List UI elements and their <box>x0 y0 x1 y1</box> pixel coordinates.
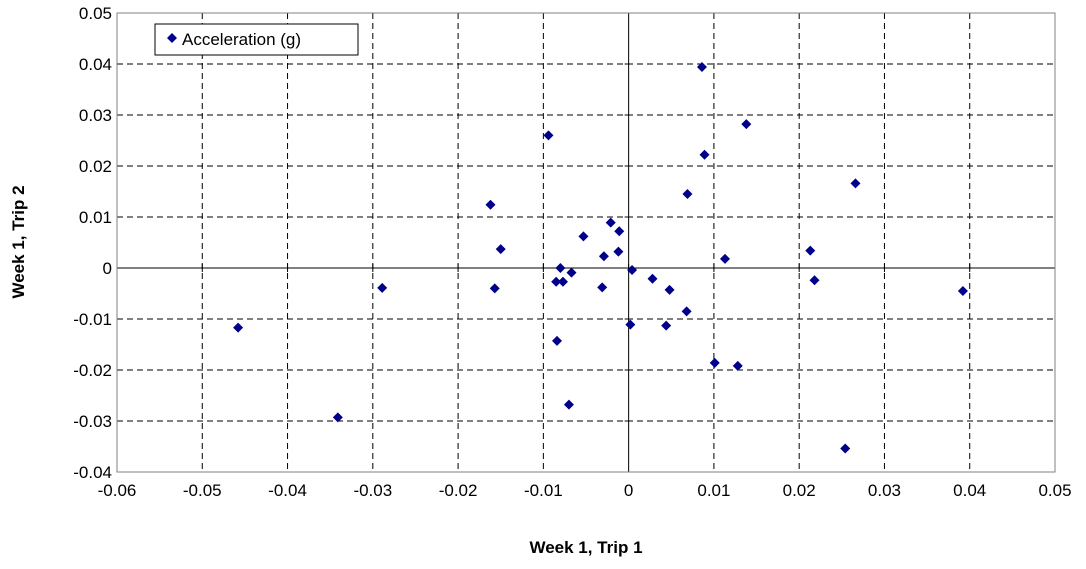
data-point <box>647 273 658 284</box>
y-tick-label: -0.03 <box>73 412 112 431</box>
x-tick-label: 0.02 <box>783 481 816 500</box>
data-point <box>709 357 720 368</box>
data-point <box>840 443 851 454</box>
x-tick-label: 0.05 <box>1038 481 1071 500</box>
data-point <box>495 244 506 255</box>
zero-axes <box>116 12 1056 473</box>
x-tick-label: 0.03 <box>868 481 901 500</box>
data-points <box>233 62 968 454</box>
x-tick-labels: -0.06 -0.05 -0.04 -0.03 -0.02 -0.01 0 0.01 0.02 0… <box>98 481 1072 500</box>
data-point <box>557 276 568 287</box>
data-point <box>377 282 388 293</box>
x-tick-label: -0.05 <box>183 481 222 500</box>
data-point <box>957 285 968 296</box>
data-point <box>805 245 816 256</box>
x-tick-label: -0.02 <box>439 481 478 500</box>
x-tick-label: -0.01 <box>524 481 563 500</box>
data-point <box>233 322 244 333</box>
data-point <box>682 189 693 200</box>
data-point <box>566 267 577 278</box>
x-tick-label: 0.01 <box>697 481 730 500</box>
data-point <box>485 199 496 210</box>
data-point <box>627 265 638 276</box>
legend-marker-diamond <box>167 33 177 43</box>
data-point <box>605 217 616 228</box>
x-tick-label: -0.06 <box>98 481 137 500</box>
x-axis-title: Week 1, Trip 1 <box>529 538 642 557</box>
data-point <box>809 275 820 286</box>
y-axis-title: Week 1, Trip 2 <box>9 185 28 298</box>
data-point <box>719 253 730 264</box>
plot-area-frame <box>116 12 1056 473</box>
data-point <box>741 119 752 130</box>
data-point <box>664 284 675 295</box>
y-tick-label: -0.04 <box>73 463 112 482</box>
data-point <box>614 226 625 237</box>
y-tick-label: 0 <box>103 259 112 278</box>
data-point <box>613 246 624 257</box>
data-point <box>661 320 672 331</box>
legend-label: Acceleration (g) <box>182 30 301 49</box>
y-tick-label: -0.02 <box>73 361 112 380</box>
data-point <box>696 62 707 73</box>
data-point <box>552 335 563 346</box>
data-point <box>563 399 574 410</box>
y-tick-label: 0.04 <box>79 55 112 74</box>
x-tick-label: 0 <box>624 481 633 500</box>
data-point <box>850 178 861 189</box>
data-point <box>597 282 608 293</box>
legend: Acceleration (g) <box>154 23 359 56</box>
x-tick-label: -0.04 <box>268 481 307 500</box>
y-tick-label: -0.01 <box>73 310 112 329</box>
data-point <box>598 251 609 262</box>
y-tick-label: 0.01 <box>79 208 112 227</box>
data-point <box>578 231 589 242</box>
data-point <box>489 283 500 294</box>
x-tick-label: -0.03 <box>353 481 392 500</box>
data-point <box>332 412 343 423</box>
y-tick-label: 0.03 <box>79 106 112 125</box>
y-tick-labels: -0.04 -0.03 -0.02 -0.01 0 0.01 0.02 0.03 0.04 0.0… <box>73 4 112 482</box>
data-point <box>625 319 636 330</box>
legend-box <box>154 23 359 56</box>
y-tick-label: 0.02 <box>79 157 112 176</box>
grid-lines <box>117 13 1055 472</box>
data-point <box>699 149 710 160</box>
data-point <box>732 360 743 371</box>
data-point <box>543 130 554 141</box>
data-point <box>551 276 562 287</box>
x-tick-label: 0.04 <box>953 481 986 500</box>
data-point <box>681 306 692 317</box>
y-tick-label: 0.05 <box>79 4 112 23</box>
data-point <box>555 263 566 273</box>
